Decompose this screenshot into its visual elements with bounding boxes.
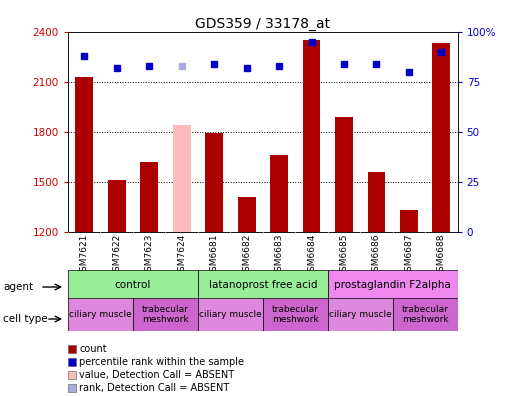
Text: trabecular
meshwork: trabecular meshwork	[142, 305, 189, 324]
Bar	[68, 358, 76, 366]
Bar	[205, 133, 223, 232]
Text: ciliary muscle: ciliary muscle	[199, 310, 262, 319]
Bar	[270, 155, 288, 232]
Text: value, Detection Call = ABSENT: value, Detection Call = ABSENT	[79, 370, 234, 380]
Text: GSM6687: GSM6687	[404, 234, 413, 277]
Text: GSM6682: GSM6682	[242, 234, 251, 277]
Text: GSM6684: GSM6684	[307, 234, 316, 277]
Bar	[133, 298, 198, 331]
Title: GDS359 / 33178_at: GDS359 / 33178_at	[195, 17, 331, 30]
Bar	[328, 298, 393, 331]
Bar	[237, 197, 256, 232]
Text: control: control	[115, 280, 151, 290]
Bar	[68, 270, 198, 299]
Text: latanoprost free acid: latanoprost free acid	[209, 280, 317, 290]
Text: ciliary muscle: ciliary muscle	[329, 310, 392, 319]
Bar	[68, 298, 133, 331]
Text: GSM7624: GSM7624	[177, 234, 186, 277]
Text: GSM6685: GSM6685	[339, 234, 348, 277]
Text: rank, Detection Call = ABSENT: rank, Detection Call = ABSENT	[79, 383, 229, 393]
Text: GSM7623: GSM7623	[145, 234, 154, 277]
Bar	[393, 298, 458, 331]
Bar	[263, 298, 328, 331]
Bar	[108, 180, 126, 232]
Bar	[68, 384, 76, 392]
Text: agent: agent	[3, 282, 33, 292]
Text: GSM6681: GSM6681	[210, 234, 219, 277]
Text: cell type: cell type	[3, 314, 48, 324]
Text: count: count	[79, 344, 107, 354]
Text: GSM6683: GSM6683	[275, 234, 283, 277]
Bar	[328, 270, 458, 299]
Text: GSM6686: GSM6686	[372, 234, 381, 277]
Bar	[173, 125, 190, 232]
Bar	[75, 77, 93, 232]
Bar	[433, 43, 450, 232]
Text: prostaglandin F2alpha: prostaglandin F2alpha	[334, 280, 451, 290]
Text: GSM7622: GSM7622	[112, 234, 121, 277]
Bar	[198, 270, 328, 299]
Text: ciliary muscle: ciliary muscle	[69, 310, 132, 319]
Text: trabecular
meshwork: trabecular meshwork	[272, 305, 319, 324]
Bar	[368, 172, 385, 232]
Bar	[198, 298, 263, 331]
Text: GSM7621: GSM7621	[79, 234, 89, 277]
Bar	[303, 40, 321, 232]
Bar	[68, 371, 76, 379]
Text: percentile rank within the sample: percentile rank within the sample	[79, 357, 244, 367]
Bar	[68, 345, 76, 353]
Bar	[140, 162, 158, 232]
Bar	[335, 117, 353, 232]
Bar	[400, 210, 418, 232]
Text: trabecular
meshwork: trabecular meshwork	[402, 305, 449, 324]
Text: GSM6688: GSM6688	[437, 234, 446, 277]
